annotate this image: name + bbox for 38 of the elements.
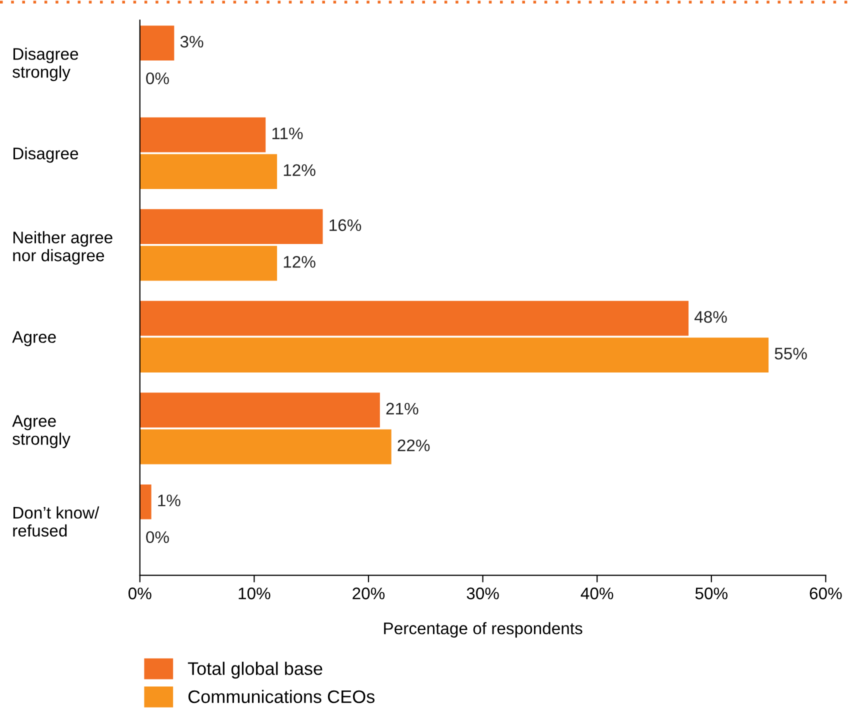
y-tick-label: Disagree [13, 147, 78, 163]
bar [140, 246, 278, 281]
data-label: 11% [272, 128, 303, 140]
data-label: 0% [146, 72, 169, 84]
bar [140, 429, 392, 464]
legend-label: Communications CEOs [188, 690, 375, 704]
x-tick-label: 10% [238, 588, 270, 600]
bar [140, 392, 380, 428]
x-tick-label: 60% [810, 588, 842, 600]
bar [140, 209, 323, 244]
bar [140, 117, 266, 152]
y-tick-label: Neither agree nor disagree [13, 231, 112, 265]
data-label: 12% [284, 164, 316, 176]
y-tick-label: Agree strongly [12, 415, 70, 448]
bar [140, 154, 278, 189]
data-label: 12% [284, 256, 316, 268]
y-tick-label: Disagree strongly [12, 48, 78, 82]
data-label: 22% [398, 439, 430, 452]
data-label: 16% [330, 219, 362, 232]
x-tick-label: 30% [466, 588, 499, 600]
data-label: 48% [694, 311, 727, 323]
data-label: 3% [180, 36, 204, 48]
bar [140, 484, 152, 520]
bar [140, 26, 174, 61]
x-tick-label: 0% [128, 588, 152, 600]
x-tick-label: 20% [352, 588, 385, 600]
legend-label: Total global base [188, 662, 322, 679]
bar [140, 300, 689, 336]
data-label: 0% [146, 531, 169, 544]
x-tick-label: 40% [580, 588, 614, 600]
y-tick-label: Agree [12, 331, 56, 346]
bar [140, 338, 769, 372]
data-label: 1% [158, 494, 180, 506]
x-axis-title: Percentage of respondents [384, 622, 582, 638]
data-label: 21% [386, 402, 418, 415]
x-tick-label: 50% [695, 588, 728, 600]
y-tick-label: Don’t know/ refused [13, 506, 100, 537]
data-label: 55% [774, 348, 807, 360]
